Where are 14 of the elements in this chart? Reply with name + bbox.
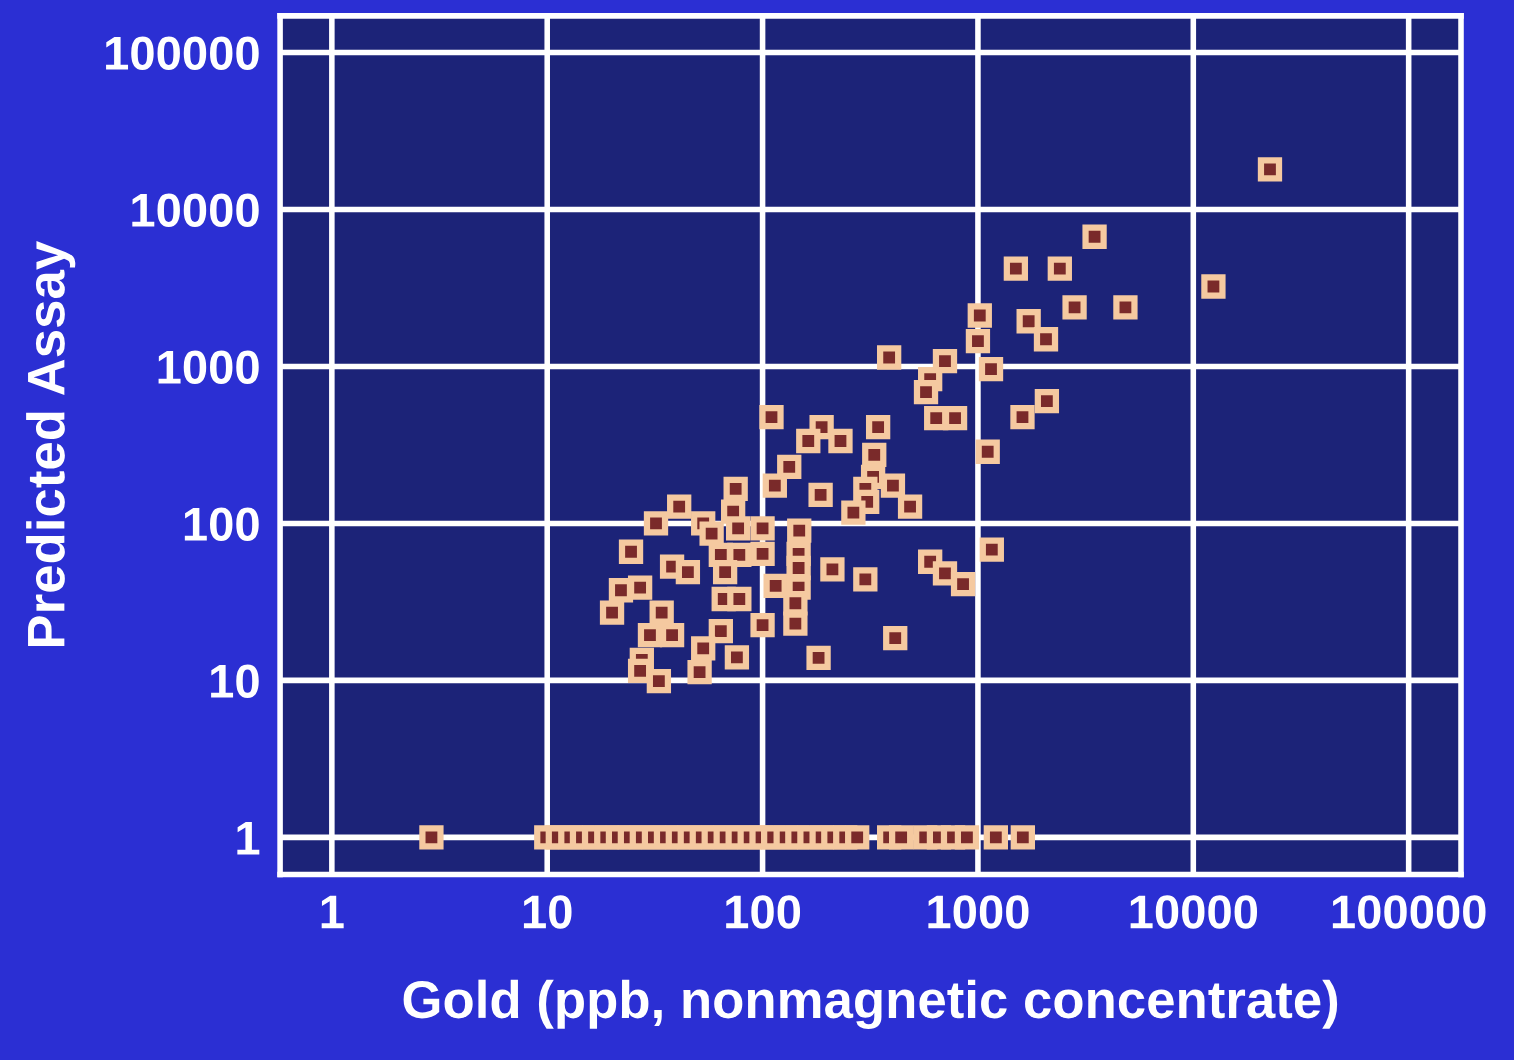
x-tick-label: 10000 <box>1130 895 1258 929</box>
x-tick-label: 10 <box>523 895 572 929</box>
y-tick-label: 10 <box>211 664 259 698</box>
y-tick-label: 10000 <box>132 193 259 228</box>
x-axis-title: Gold (ppb, nonmagnetic concentrate) <box>403 979 1338 1030</box>
y-axis-title: Predicted Assay <box>26 241 76 647</box>
y-tick-label: 1 <box>237 821 260 855</box>
x-tick-label: 100 <box>726 895 801 929</box>
x-tick-label: 1 <box>321 895 344 929</box>
x-tick-label: 1000 <box>928 895 1029 929</box>
y-tick-label: 100 <box>184 507 259 541</box>
y-tick-label: 1000 <box>158 350 259 385</box>
x-tick-label: 100000 <box>1332 895 1486 929</box>
y-tick-label: 100000 <box>106 36 259 71</box>
